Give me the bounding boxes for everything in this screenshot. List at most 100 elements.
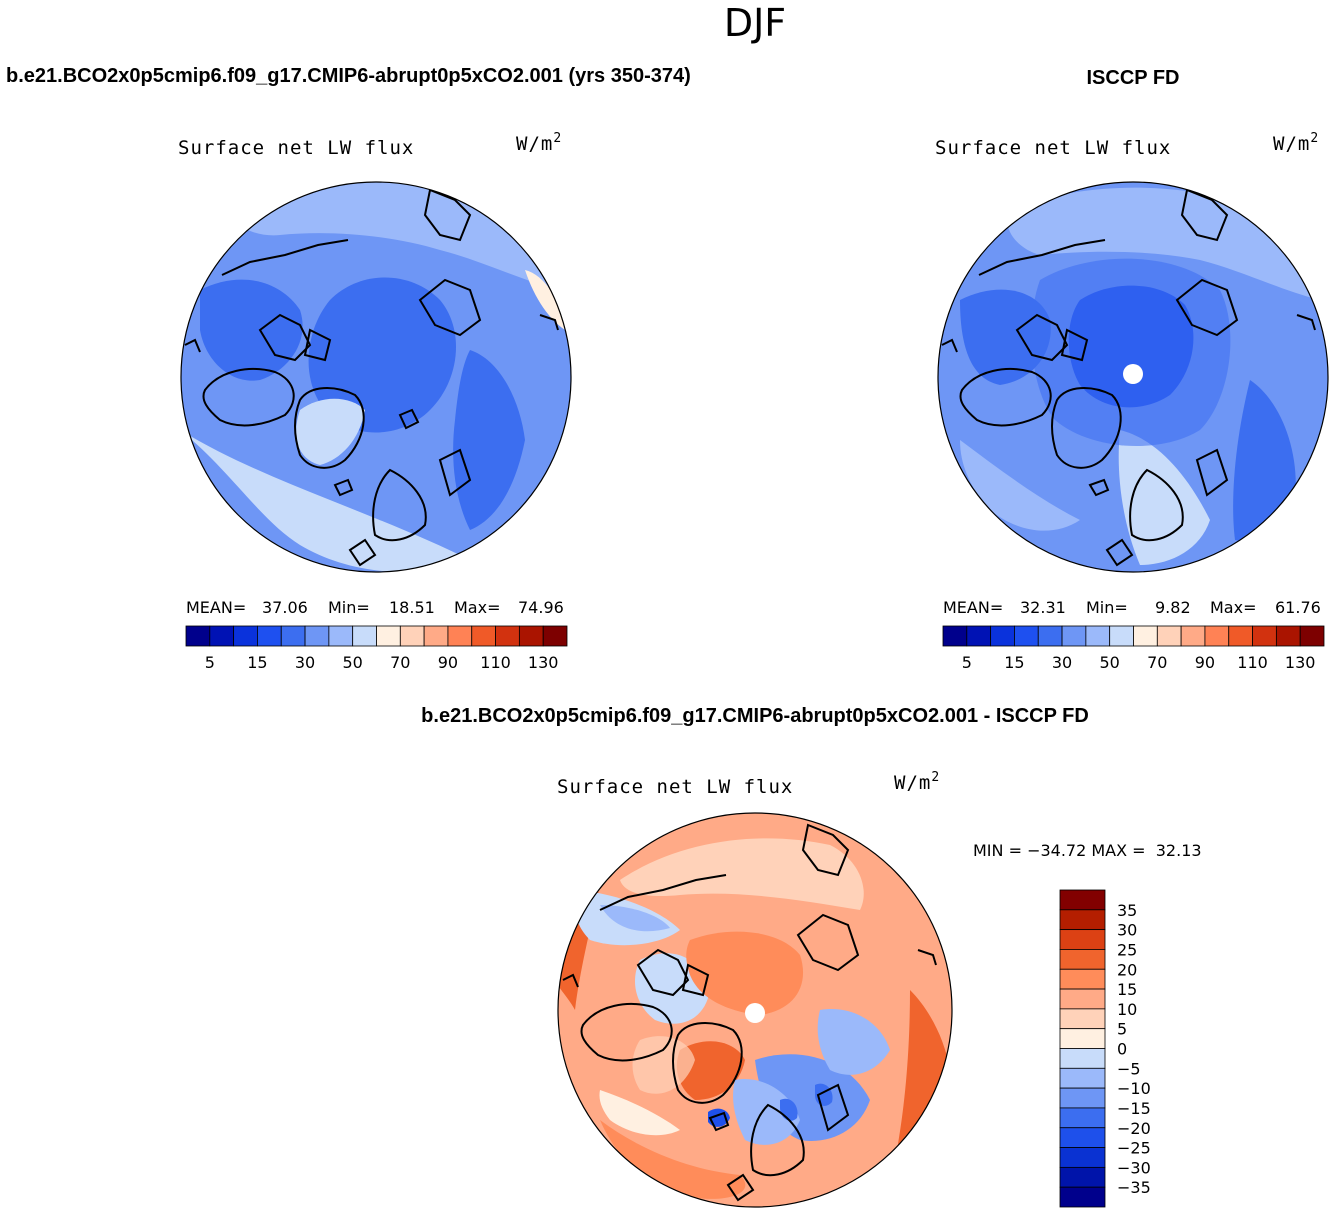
panel-model-min-label: Min= bbox=[328, 598, 370, 617]
panel-diff-region-west-blue-2 bbox=[600, 905, 670, 932]
panel-model-title: b.e21.BCO2x0p5cmip6.f09_g17.CMIP6-abrupt… bbox=[6, 65, 691, 87]
panel-model-colorbar-tick-label-2: 30 bbox=[295, 653, 315, 672]
panel-obs-colorbar-swatch-3 bbox=[1014, 625, 1039, 647]
panel-diff-colorbar-swatch-6 bbox=[1059, 1008, 1106, 1030]
panel-obs-map bbox=[937, 181, 1329, 573]
panel-diff-colorbar-tick-label-6: 5 bbox=[1117, 1020, 1127, 1039]
panel-diff-region-greenland-pale bbox=[632, 1036, 695, 1094]
panel-model-mean-value: 37.06 bbox=[262, 598, 308, 617]
panel-obs-colorbar-tick-label-2: 30 bbox=[1052, 653, 1072, 672]
panel-diff-colorbar-tick-label-13: −30 bbox=[1117, 1158, 1151, 1177]
panel-model-region-warm-patch bbox=[525, 270, 565, 330]
panel-model-colorbar-tick-label-4: 70 bbox=[390, 653, 410, 672]
panel-diff-region-north-pale bbox=[620, 838, 864, 910]
panel-model-colorbar: 5 15 30 50 70 90 110 130 bbox=[185, 625, 568, 672]
panel-obs-mean-value: 32.31 bbox=[1020, 598, 1066, 617]
panel-obs-stats: MEAN= 32.31 Min= 9.82 Max= 61.76 bbox=[943, 598, 1321, 617]
panel-model-colorbar-swatch-10 bbox=[423, 625, 449, 647]
panel-model-map-border bbox=[180, 181, 572, 573]
panel-model-colorbar-tick-label-7: 130 bbox=[528, 653, 559, 672]
panel-diff-coastlines bbox=[562, 823, 937, 1202]
panel-obs-units: W/m2 bbox=[1273, 131, 1319, 155]
panel-diff-colorbar-tick-label-2: 25 bbox=[1117, 940, 1137, 959]
panel-diff-missing-pole bbox=[745, 1003, 765, 1023]
panel-model-colorbar-swatch-8 bbox=[376, 625, 401, 647]
panel-diff-colorbar-tick-label-12: −25 bbox=[1117, 1139, 1151, 1158]
panel-model-colorbar-swatch-12 bbox=[471, 625, 496, 647]
panel-model-region-greenland bbox=[296, 398, 365, 465]
panel-diff-region-outer-dark-east bbox=[895, 990, 950, 1160]
panel-model-colorbar-swatch-0 bbox=[185, 625, 211, 647]
panel-obs-map-border bbox=[937, 181, 1329, 573]
panel-model-region-siberia-dark bbox=[453, 350, 525, 530]
panel-diff-variable-label: Surface net LW flux bbox=[557, 776, 793, 798]
panel-model-colorbar-tick-label-1: 15 bbox=[247, 653, 267, 672]
panel-obs-colorbar-swatch-0 bbox=[942, 625, 968, 647]
panel-obs-colorbar-tick-label-1: 15 bbox=[1004, 653, 1024, 672]
panel-model-region-arctic-dark bbox=[308, 277, 457, 433]
panel-obs-mean-label: MEAN= bbox=[943, 598, 1003, 617]
panel-obs-colorbar-swatch-13 bbox=[1252, 625, 1277, 647]
panel-obs-missing-pole bbox=[1123, 364, 1143, 384]
panel-diff-colorbar-swatch-7 bbox=[1059, 1028, 1106, 1049]
panel-diff-region-south-pale bbox=[599, 1090, 680, 1136]
panel-obs-colorbar-tick-label-5: 90 bbox=[1195, 653, 1215, 672]
panel-obs-region-canada-dark bbox=[960, 289, 1051, 385]
panel-diff-colorbar-swatch-13 bbox=[1059, 1147, 1106, 1168]
panel-obs-variable-label: Surface net LW flux bbox=[935, 137, 1171, 159]
panel-model-colorbar-tick-label-5: 90 bbox=[438, 653, 458, 672]
panel-model-region-ocean-light bbox=[181, 430, 470, 572]
panel-obs: ISCCP FD Surface net LW flux W/m2 bbox=[935, 67, 1329, 672]
panel-diff-colorbar-swatch-8 bbox=[1059, 1048, 1106, 1069]
panel-diff-colorbar-swatch-15 bbox=[1059, 1186, 1106, 1208]
panel-model-colorbar-swatch-5 bbox=[304, 625, 330, 647]
panel-model-stats: MEAN= 37.06 Min= 18.51 Max= 74.96 bbox=[186, 598, 564, 617]
panel-model-max-value: 74.96 bbox=[518, 598, 564, 617]
panel-diff-colorbar-swatch-0 bbox=[1059, 889, 1106, 911]
figure-title: DJF bbox=[724, 1, 786, 45]
panel-obs-colorbar-swatch-7 bbox=[1109, 625, 1134, 647]
panel-diff-colorbar-swatch-12 bbox=[1059, 1127, 1106, 1148]
panel-model-colorbar-swatch-6 bbox=[328, 625, 354, 647]
panel-diff-colorbar-swatch-11 bbox=[1059, 1107, 1106, 1129]
panel-obs-coastlines bbox=[941, 188, 1316, 567]
panel-diff-colorbar-swatch-14 bbox=[1059, 1166, 1106, 1188]
panel-diff-colorbar-swatch-10 bbox=[1059, 1087, 1106, 1109]
panel-obs-max-label: Max= bbox=[1210, 598, 1256, 617]
panel-diff-colorbar-swatch-3 bbox=[1059, 949, 1106, 970]
panel-diff-colorbar-swatch-9 bbox=[1059, 1067, 1106, 1089]
panel-obs-colorbar-swatch-1 bbox=[966, 625, 992, 647]
panel-obs-colorbar-swatch-2 bbox=[990, 625, 1015, 647]
panel-obs-colorbar-swatch-5 bbox=[1061, 625, 1087, 647]
panel-obs-colorbar-tick-label-7: 130 bbox=[1285, 653, 1316, 672]
panel-obs-colorbar-swatch-8 bbox=[1133, 625, 1158, 647]
panel-diff-colorbar-swatch-1 bbox=[1059, 909, 1106, 931]
panel-diff: b.e21.BCO2x0p5cmip6.f09_g17.CMIP6-abrupt… bbox=[421, 705, 1202, 1208]
panel-diff-map bbox=[557, 812, 953, 1208]
panel-model-colorbar-swatch-4 bbox=[280, 625, 306, 647]
panel-model-map bbox=[180, 181, 572, 573]
panel-obs-region-south-light bbox=[960, 440, 1080, 531]
panel-model-units: W/m2 bbox=[516, 131, 562, 155]
panel-model-coastlines bbox=[184, 188, 559, 567]
panel-diff-colorbar-tick-label-9: −10 bbox=[1117, 1079, 1151, 1098]
panel-diff-colorbar-tick-label-14: −35 bbox=[1117, 1178, 1151, 1197]
panel-obs-colorbar-swatch-9 bbox=[1156, 625, 1182, 647]
panel-diff-colorbar-tick-label-8: −5 bbox=[1117, 1059, 1141, 1078]
panel-diff-colorbar-tick-label-5: 10 bbox=[1117, 1000, 1137, 1019]
panel-model-min-value: 18.51 bbox=[389, 598, 435, 617]
panel-model-colorbar-swatch-2 bbox=[233, 625, 258, 647]
panel-diff-colorbar-tick-label-0: 35 bbox=[1117, 901, 1137, 920]
panel-diff-colorbar-tick-label-3: 20 bbox=[1117, 960, 1137, 979]
panel-obs-title: ISCCP FD bbox=[1087, 67, 1180, 89]
panel-obs-colorbar-swatch-14 bbox=[1275, 625, 1301, 647]
panel-obs-colorbar-swatch-10 bbox=[1180, 625, 1206, 647]
panel-model-colorbar-swatch-1 bbox=[209, 625, 235, 647]
panel-diff-colorbar-tick-label-7: 0 bbox=[1117, 1040, 1127, 1059]
panel-obs-max-value: 61.76 bbox=[1275, 598, 1321, 617]
panel-model-colorbar-swatch-15 bbox=[542, 625, 568, 647]
panel-diff-colorbar-tick-label-11: −20 bbox=[1117, 1119, 1151, 1138]
panel-obs-min-label: Min= bbox=[1086, 598, 1128, 617]
